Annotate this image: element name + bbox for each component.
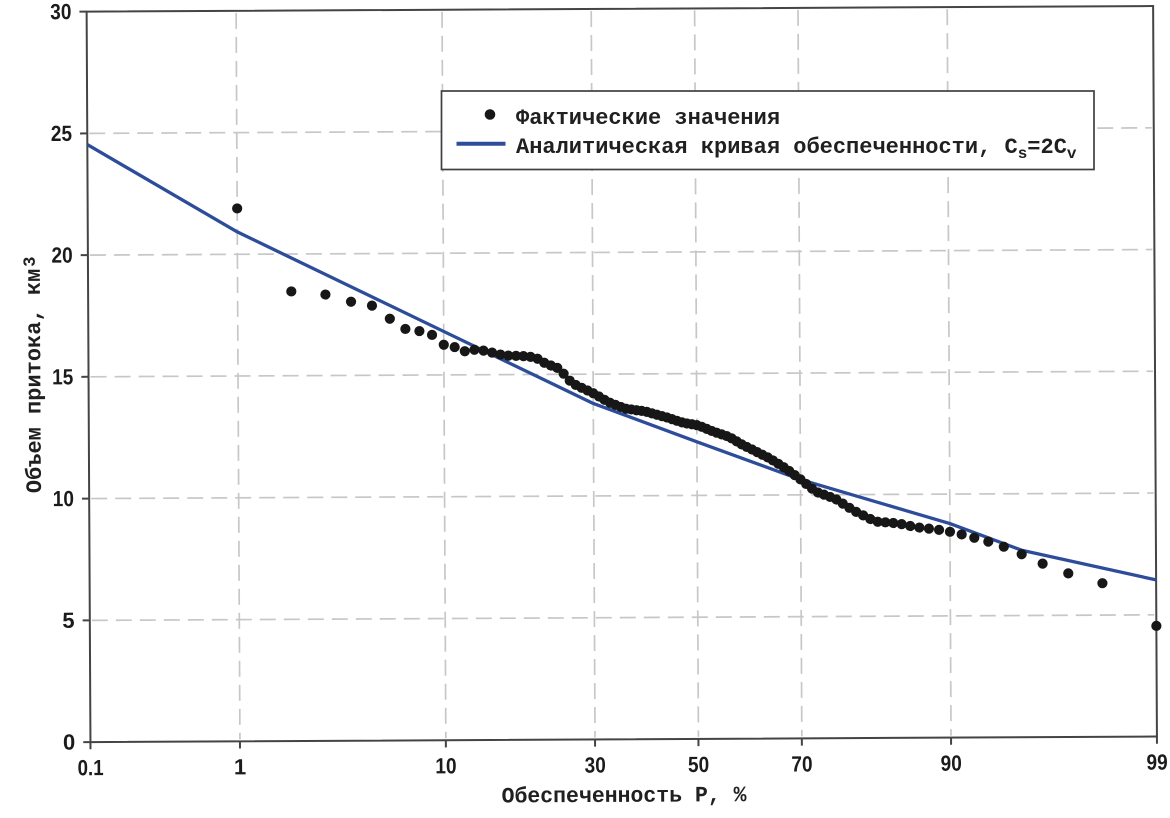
svg-text:Объем притока, км3: Объем притока, км3 — [22, 256, 48, 493]
svg-text:0: 0 — [63, 730, 75, 755]
svg-text:30: 30 — [585, 752, 606, 777]
svg-text:Обеспеченность P, %: Обеспеченность P, % — [501, 783, 747, 809]
svg-text:Аналитическая кривая обеспечен: Аналитическая кривая обеспеченности, Cs=… — [516, 135, 1077, 163]
svg-text:10: 10 — [435, 753, 456, 778]
svg-text:10: 10 — [53, 486, 74, 511]
svg-text:99: 99 — [1146, 750, 1167, 775]
svg-text:30: 30 — [50, 0, 71, 24]
svg-text:70: 70 — [791, 751, 812, 776]
svg-text:50: 50 — [688, 752, 709, 777]
svg-text:5: 5 — [62, 608, 74, 633]
svg-text:Фактические значения: Фактические значения — [516, 106, 780, 131]
svg-text:25: 25 — [51, 121, 72, 146]
svg-text:0.1: 0.1 — [78, 755, 104, 780]
svg-text:90: 90 — [941, 751, 962, 776]
svg-text:20: 20 — [51, 243, 72, 268]
svg-text:1: 1 — [234, 754, 246, 779]
svg-text:15: 15 — [52, 364, 73, 389]
